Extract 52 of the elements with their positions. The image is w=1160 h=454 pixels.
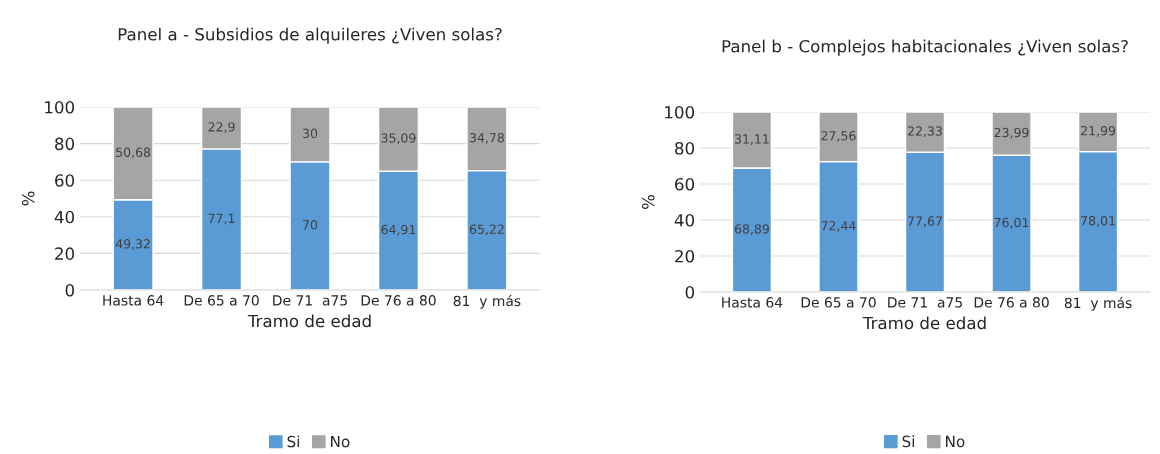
x-tick-label: 81 y más xyxy=(1064,296,1132,311)
y-tick-label: 20 xyxy=(675,249,695,263)
data-label: 49,32 xyxy=(115,239,150,250)
data-label: 70 xyxy=(303,220,318,230)
data-label: 30 xyxy=(303,128,318,139)
data-label: 23,99 xyxy=(994,127,1029,139)
data-label: 50,68 xyxy=(116,147,151,159)
data-label: 65,22 xyxy=(469,224,504,236)
data-label: 72,44 xyxy=(821,220,856,232)
y-tick-label: 60 xyxy=(55,174,75,187)
y-tick-label: 40 xyxy=(54,210,75,224)
x-tick-label: De 71 a75 xyxy=(888,297,962,308)
data-label: 22,33 xyxy=(908,126,942,137)
x-axis-title: Tramo de edad xyxy=(247,314,371,328)
x-tick-label: De 65 a 70 xyxy=(801,297,876,308)
x-tick-label: De 71 a75 xyxy=(273,295,347,306)
data-label: 22,9 xyxy=(208,122,235,133)
y-tick-label: 40 xyxy=(674,213,695,227)
data-label: 27,56 xyxy=(821,130,856,142)
y-tick-label: 100 xyxy=(665,105,695,119)
legend-label: Si xyxy=(902,435,915,448)
y-tick-label: 80 xyxy=(55,137,75,151)
y-tick-label: 80 xyxy=(675,141,695,155)
y-tick-label: 0 xyxy=(65,283,75,297)
y-tick-label: 60 xyxy=(675,177,695,191)
data-label: 21,99 xyxy=(1081,125,1116,137)
x-tick-label: De 76 a 80 xyxy=(974,297,1049,308)
legend-label: Si xyxy=(287,435,300,448)
x-tick-label: De 76 a 80 xyxy=(361,295,436,306)
data-label: 78,01 xyxy=(1081,215,1115,227)
data-label: 35,09 xyxy=(381,133,416,145)
y-tick-label: 100 xyxy=(45,100,75,114)
y-tick-label: 20 xyxy=(55,247,75,260)
legend-label: No xyxy=(946,435,965,448)
x-tick-label: 81 y más xyxy=(453,294,521,309)
legend-label: No xyxy=(331,435,350,448)
data-label: 76,01 xyxy=(994,217,1029,229)
x-tick-label: De 65 a 70 xyxy=(184,295,259,306)
data-label: 64,91 xyxy=(381,224,416,236)
y-axis-title: % xyxy=(641,195,655,209)
data-label: 34,78 xyxy=(469,133,504,144)
x-axis-title: Tramo de edad xyxy=(862,316,986,330)
y-axis-title: % xyxy=(21,191,35,206)
chart-title: Panel a - Subsidios de alquileres ¿Viven solas? xyxy=(118,27,502,44)
data-label: 31,11 xyxy=(734,134,769,145)
data-label: 77,67 xyxy=(908,216,942,227)
data-label: 77,1 xyxy=(208,213,235,225)
chart-title: Panel b - Complejos habitacionales ¿Viven solas? xyxy=(722,39,1128,56)
data-label: 68,89 xyxy=(734,224,769,235)
y-tick-label: 0 xyxy=(685,285,695,299)
x-tick-label: Hasta 64 xyxy=(103,295,164,306)
x-tick-label: Hasta 64 xyxy=(722,297,783,308)
